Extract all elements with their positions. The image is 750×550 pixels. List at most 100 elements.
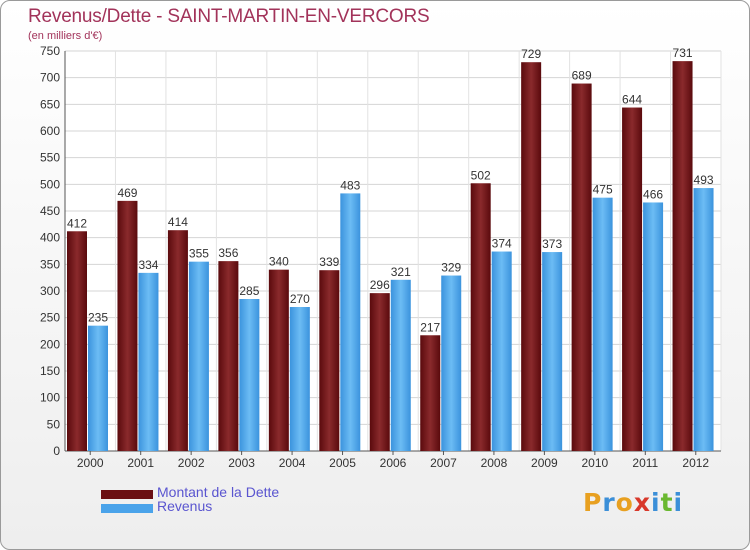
data-label-dette: 217	[420, 320, 440, 334]
y-tick-label: 100	[40, 391, 60, 405]
bar-revenus	[138, 272, 159, 451]
x-tick-label: 2009	[531, 456, 558, 470]
bar-dette	[218, 261, 239, 451]
legend-swatch-dette	[101, 490, 153, 499]
data-label-revenus: 373	[542, 237, 562, 251]
bar-dette	[167, 230, 188, 451]
legend-swatch-revenus	[101, 504, 153, 513]
y-tick-label: 600	[40, 124, 60, 138]
axis-layer: 0 50 100 150 200 250 300 350 400 450 500 550 600 650 7…	[40, 44, 721, 470]
x-tick-label: 2011	[632, 456, 658, 470]
data-label-dette: 356	[218, 246, 238, 260]
bar-dette	[672, 61, 693, 452]
x-tick-label: 2005	[329, 456, 356, 470]
x-tick-label: 2002	[178, 456, 205, 470]
bar-dette	[117, 200, 138, 451]
chart-title: Revenus/Dette - SAINT-MARTIN-EN-VERCORS	[28, 6, 430, 27]
bar-revenus	[441, 275, 462, 451]
y-tick-label: 500	[40, 177, 60, 191]
bar-revenus	[88, 325, 108, 451]
bar-dette	[470, 183, 491, 451]
x-tick-label: 2012	[682, 456, 709, 470]
y-tick-label: 150	[40, 364, 60, 378]
data-label-dette: 339	[319, 255, 339, 269]
bar-revenus	[693, 188, 714, 452]
logo-letter: o	[615, 488, 634, 517]
x-tick-label: 2007	[430, 456, 457, 470]
bar-revenus	[542, 252, 563, 451]
data-label-dette: 469	[117, 186, 137, 200]
bar-revenus	[491, 251, 512, 451]
bar-revenus	[239, 299, 260, 451]
data-label-dette: 340	[269, 255, 289, 269]
logo-letter: P	[583, 488, 603, 517]
y-tick-label: 350	[40, 257, 60, 271]
y-tick-label: 550	[40, 151, 60, 165]
data-label-revenus: 235	[88, 311, 108, 325]
data-label-dette: 689	[572, 69, 592, 83]
y-tick-label: 700	[40, 71, 60, 85]
data-label-revenus: 285	[239, 284, 259, 298]
y-tick-label: 450	[40, 204, 60, 218]
x-tick-label: 2010	[581, 456, 608, 470]
bar-revenus	[289, 307, 310, 451]
logo-letter: x	[633, 488, 651, 517]
data-label-dette: 729	[521, 47, 541, 61]
bar-layer	[67, 61, 714, 452]
x-tick-label: 2003	[228, 456, 255, 470]
bar-dette	[622, 107, 643, 452]
bar-dette	[67, 231, 87, 451]
x-tick-label: 2001	[127, 456, 154, 470]
y-tick-label: 300	[40, 284, 60, 298]
x-tick-label: 2006	[380, 456, 407, 470]
bar-dette	[319, 270, 340, 451]
logo-letter: i	[673, 488, 684, 517]
logo-letter: t	[660, 488, 674, 517]
y-tick-label: 650	[40, 97, 60, 111]
data-label-revenus: 493	[694, 173, 714, 187]
data-label-revenus: 475	[593, 183, 613, 197]
chart-subtitle: (en milliers d'€)	[28, 30, 103, 42]
bar-dette	[521, 62, 542, 451]
data-label-dette: 414	[168, 215, 188, 229]
data-label-dette: 296	[370, 278, 390, 292]
y-tick-label: 50	[47, 417, 61, 431]
bar-dette	[369, 293, 390, 451]
y-tick-label: 400	[40, 231, 60, 245]
bar-revenus	[592, 197, 613, 451]
logo-letter: i	[651, 488, 661, 517]
data-label-dette: 412	[67, 216, 87, 230]
data-label-revenus: 329	[441, 261, 461, 275]
data-label-revenus: 321	[391, 265, 411, 279]
bar-dette	[571, 83, 592, 452]
y-tick-label: 200	[40, 337, 60, 351]
bar-dette	[420, 335, 441, 451]
logo-letter: r	[602, 488, 616, 517]
proxiti-logo: Proxiti	[583, 488, 683, 517]
data-label-dette: 502	[471, 168, 491, 182]
legend-label-dette: Montant de la Dette	[157, 484, 280, 500]
data-label-dette: 731	[673, 46, 693, 60]
bar-dette	[268, 269, 289, 451]
bar-revenus	[643, 202, 664, 451]
y-tick-label: 250	[40, 311, 60, 325]
legend-label-revenus: Revenus	[157, 498, 213, 514]
x-tick-label: 2000	[77, 456, 104, 470]
bar-revenus	[188, 261, 209, 451]
x-tick-label: 2008	[481, 456, 508, 470]
data-label-revenus: 483	[340, 178, 360, 192]
y-tick-label: 750	[40, 44, 60, 58]
data-label-dette: 644	[622, 93, 642, 107]
y-tick-label: 0	[53, 444, 60, 458]
data-label-revenus: 270	[290, 292, 310, 306]
x-tick-label: 2004	[279, 456, 306, 470]
bar-revenus	[390, 279, 411, 451]
data-label-revenus: 466	[643, 187, 663, 201]
data-label-revenus: 374	[492, 237, 512, 251]
bar-revenus	[340, 193, 361, 451]
data-label-revenus: 334	[138, 258, 158, 272]
data-label-revenus: 355	[189, 247, 209, 261]
